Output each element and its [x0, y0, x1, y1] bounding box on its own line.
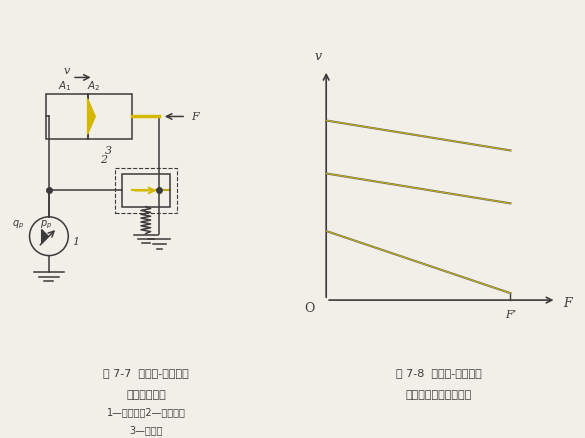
Text: F: F — [191, 112, 199, 122]
Text: $A_2$: $A_2$ — [87, 79, 100, 93]
Text: 1—液压泵；2—溢流阀；: 1—液压泵；2—溢流阀； — [107, 407, 185, 417]
Polygon shape — [88, 100, 95, 134]
Text: $A_1$: $A_1$ — [58, 79, 72, 93]
Bar — [46, 94, 88, 140]
Bar — [122, 175, 170, 207]
Bar — [115, 168, 177, 214]
Text: $p_p$: $p_p$ — [40, 219, 53, 231]
Text: 容积调速回路特性曲线: 容积调速回路特性曲线 — [405, 389, 472, 399]
Text: 图 7-7  变量泵-液压缸式: 图 7-7 变量泵-液压缸式 — [104, 367, 189, 377]
Text: v: v — [314, 49, 321, 63]
Bar — [88, 94, 132, 140]
Text: 3—液压缸: 3—液压缸 — [129, 424, 163, 434]
Text: v: v — [63, 66, 70, 76]
Text: O: O — [304, 302, 315, 314]
Text: 容积调速回路: 容积调速回路 — [126, 389, 166, 399]
Text: 3: 3 — [105, 146, 112, 156]
Text: 2: 2 — [99, 155, 106, 165]
Text: $q_p$: $q_p$ — [12, 219, 24, 231]
Text: F: F — [563, 296, 572, 309]
Text: 图 7-8  变量泵-液压缸式: 图 7-8 变量泵-液压缸式 — [396, 367, 481, 377]
Polygon shape — [42, 230, 48, 244]
Text: 1: 1 — [73, 237, 80, 247]
Text: F’: F’ — [505, 309, 516, 319]
